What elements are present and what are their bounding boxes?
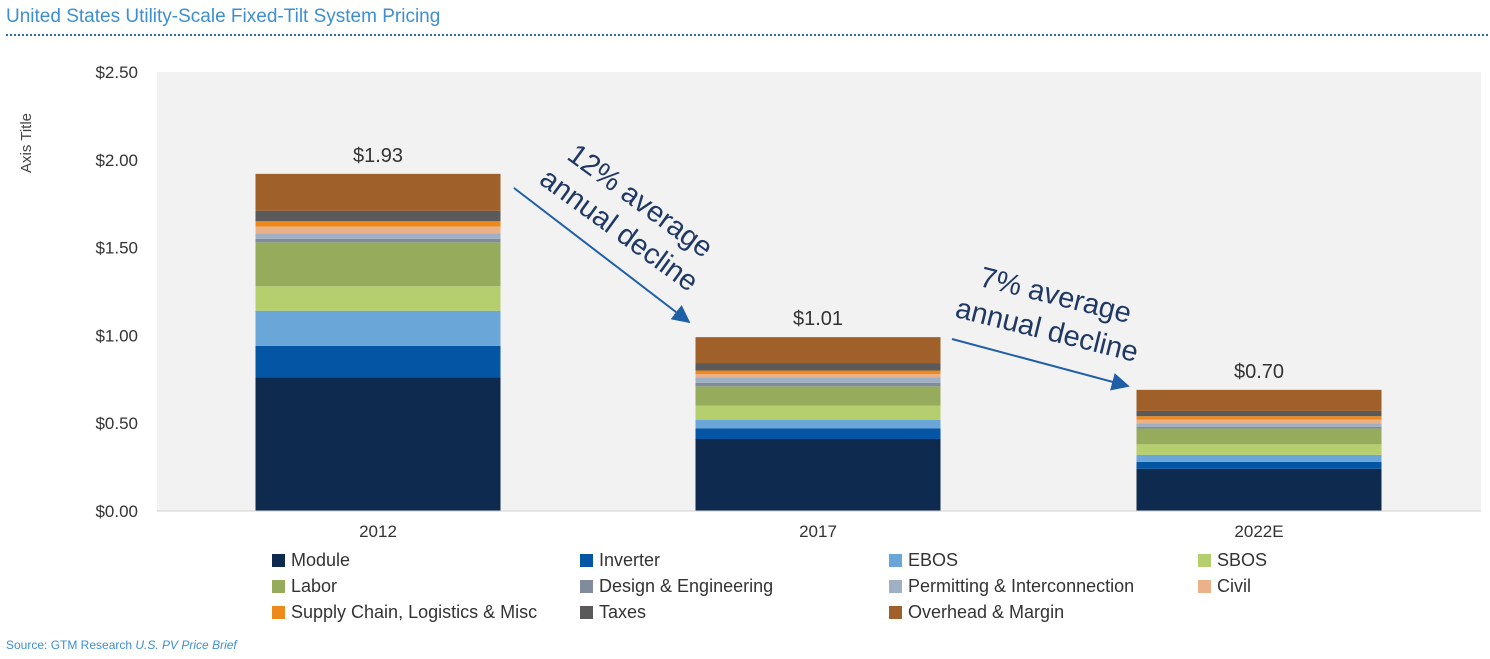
- bar-segment: Permitting & Interconnection: [255, 233, 501, 239]
- y-tick-label: $0.50: [95, 414, 138, 433]
- legend-label: Overhead & Margin: [908, 602, 1065, 622]
- legend-label: Module: [291, 550, 351, 570]
- bar-total-label: $1.93: [353, 145, 403, 167]
- bar-segment: Supply Chain, Logistics & Misc: [1136, 416, 1382, 420]
- bar-segment: Supply Chain, Logistics & Misc: [255, 221, 501, 227]
- bar-total-label: $0.70: [1234, 361, 1284, 383]
- bar-segment: Civil: [255, 226, 501, 234]
- legend-label: Civil: [1217, 576, 1251, 596]
- page-title: United States Utility-Scale Fixed-Tilt S…: [6, 6, 441, 27]
- bar-segment: Inverter: [695, 428, 941, 440]
- bar-segment: SBOS: [695, 405, 941, 420]
- legend-swatch: [272, 554, 285, 567]
- y-axis: $0.00 $0.50 $1.00 $1.50 $2.00 $2.50: [95, 63, 138, 521]
- legend-item: Civil: [1198, 576, 1251, 597]
- legend-label: Supply Chain, Logistics & Misc: [291, 602, 538, 622]
- legend-swatch: [1198, 554, 1211, 567]
- source-prefix: Source: GTM Research: [6, 638, 136, 652]
- bar-segment: Labor: [695, 386, 941, 406]
- x-tick-label: 2017: [799, 522, 837, 541]
- bar-segment: EBOS: [255, 310, 501, 346]
- y-tick-label: $2.50: [95, 63, 138, 82]
- y-tick-label: $1.00: [95, 326, 138, 345]
- bar-segment: Supply Chain, Logistics & Misc: [695, 370, 941, 375]
- legend-item: Design & Engineering: [580, 576, 773, 597]
- bar-segment: Overhead & Margin: [695, 337, 941, 364]
- legend-swatch: [580, 606, 593, 619]
- legend-item: Module: [272, 550, 350, 571]
- legend-item: Labor: [272, 576, 337, 597]
- legend-label: Inverter: [599, 550, 661, 570]
- bar-totals: $1.93 $1.01 $0.70: [353, 145, 1284, 383]
- legend-item: Permitting & Interconnection: [889, 576, 1134, 597]
- bar-segment: Labor: [255, 242, 501, 287]
- annotation-arrow: [513, 187, 691, 324]
- bar-segment: Civil: [695, 374, 941, 378]
- bar-segment: Module: [1136, 468, 1382, 511]
- legend-swatch: [272, 606, 285, 619]
- legend-swatch: [1198, 580, 1211, 593]
- legend-label: Permitting & Interconnection: [908, 576, 1135, 596]
- legend-label: EBOS: [908, 550, 959, 570]
- bar-segment: Civil: [1136, 419, 1382, 424]
- y-tick-label: $0.00: [95, 502, 138, 521]
- y-tick-label: $2.00: [95, 151, 138, 170]
- bar-segment: Taxes: [1136, 410, 1382, 417]
- legend-swatch: [889, 580, 902, 593]
- source-publication: U.S. PV Price Brief: [135, 638, 237, 652]
- legend-swatch: [580, 554, 593, 567]
- bar-segment: Taxes: [695, 363, 941, 371]
- legend-label: SBOS: [1217, 550, 1268, 570]
- bar-segment: Inverter: [255, 345, 501, 378]
- bar-total-label: $1.01: [793, 308, 843, 330]
- legend-swatch: [889, 606, 902, 619]
- bar-segment: Overhead & Margin: [1136, 389, 1382, 411]
- bar-segment: EBOS: [1136, 454, 1382, 462]
- legend-label: Taxes: [599, 602, 647, 622]
- title-divider: [6, 34, 1488, 36]
- source-note: Source: GTM Research U.S. PV Price Brief: [6, 638, 237, 652]
- legend-swatch: [580, 580, 593, 593]
- bar-segment: SBOS: [1136, 444, 1382, 455]
- x-tick-label: 2022E: [1234, 522, 1283, 541]
- legend-item: Taxes: [580, 602, 646, 623]
- bar-segment: Module: [255, 377, 501, 511]
- y-tick-label: $1.50: [95, 239, 138, 258]
- bar-segment: Design & Engineering: [255, 238, 501, 243]
- x-tick-label: 2012: [359, 522, 397, 541]
- bar-segment: Permitting & Interconnection: [695, 377, 941, 383]
- legend-label: Design & Engineering: [599, 576, 774, 596]
- legend-item: Inverter: [580, 550, 660, 571]
- bar-segment: Labor: [1136, 428, 1382, 445]
- legend-item: EBOS: [889, 550, 958, 571]
- bar-segment: Design & Engineering: [695, 382, 941, 387]
- bar-segment: Design & Engineering: [1136, 426, 1382, 429]
- x-axis: 2012 2017 2022E: [157, 510, 1481, 541]
- bar-segment: Permitting & Interconnection: [1136, 423, 1382, 427]
- bar-segment: Overhead & Margin: [255, 173, 501, 211]
- annotation-arrow: [951, 338, 1130, 391]
- bar-segment: SBOS: [255, 286, 501, 311]
- bar-segment: Inverter: [1136, 461, 1382, 469]
- legend-item: SBOS: [1198, 550, 1267, 571]
- legend-swatch: [272, 580, 285, 593]
- legend-swatch: [889, 554, 902, 567]
- legend-item: Supply Chain, Logistics & Misc: [272, 602, 537, 623]
- bar-segment: EBOS: [695, 419, 941, 429]
- bar-segment: Taxes: [255, 210, 501, 222]
- legend-label: Labor: [291, 576, 338, 596]
- y-axis-title: Axis Title: [18, 113, 35, 173]
- bar-segment: Module: [695, 439, 941, 511]
- legend-item: Overhead & Margin: [889, 602, 1064, 623]
